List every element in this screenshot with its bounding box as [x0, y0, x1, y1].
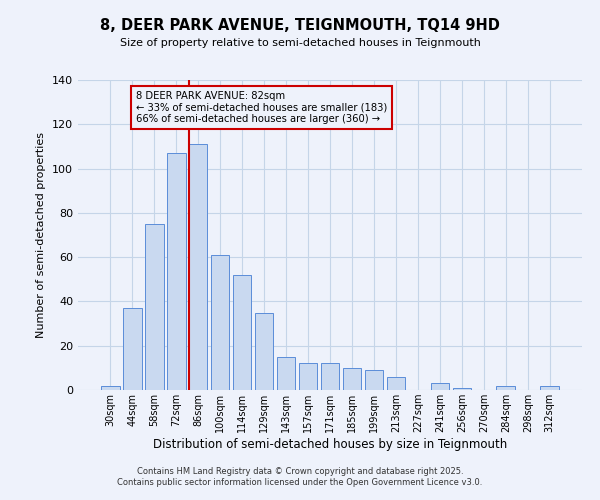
Bar: [343, 368, 361, 390]
Bar: [255, 312, 274, 390]
Text: Size of property relative to semi-detached houses in Teignmouth: Size of property relative to semi-detach…: [119, 38, 481, 48]
Bar: [541, 386, 559, 390]
Y-axis label: Number of semi-detached properties: Number of semi-detached properties: [37, 132, 46, 338]
Bar: [386, 376, 405, 390]
Bar: [101, 386, 119, 390]
X-axis label: Distribution of semi-detached houses by size in Teignmouth: Distribution of semi-detached houses by …: [153, 438, 507, 451]
Bar: [167, 153, 185, 390]
Bar: [145, 224, 164, 390]
Bar: [189, 144, 208, 390]
Bar: [211, 255, 229, 390]
Bar: [320, 364, 340, 390]
Bar: [123, 308, 142, 390]
Text: 8, DEER PARK AVENUE, TEIGNMOUTH, TQ14 9HD: 8, DEER PARK AVENUE, TEIGNMOUTH, TQ14 9H…: [100, 18, 500, 32]
Bar: [496, 386, 515, 390]
Bar: [452, 388, 471, 390]
Bar: [277, 357, 295, 390]
Bar: [233, 275, 251, 390]
Text: Contains HM Land Registry data © Crown copyright and database right 2025.: Contains HM Land Registry data © Crown c…: [137, 467, 463, 476]
Text: Contains public sector information licensed under the Open Government Licence v3: Contains public sector information licen…: [118, 478, 482, 487]
Bar: [431, 384, 449, 390]
Text: 8 DEER PARK AVENUE: 82sqm
← 33% of semi-detached houses are smaller (183)
66% of: 8 DEER PARK AVENUE: 82sqm ← 33% of semi-…: [136, 91, 387, 124]
Bar: [299, 364, 317, 390]
Bar: [365, 370, 383, 390]
